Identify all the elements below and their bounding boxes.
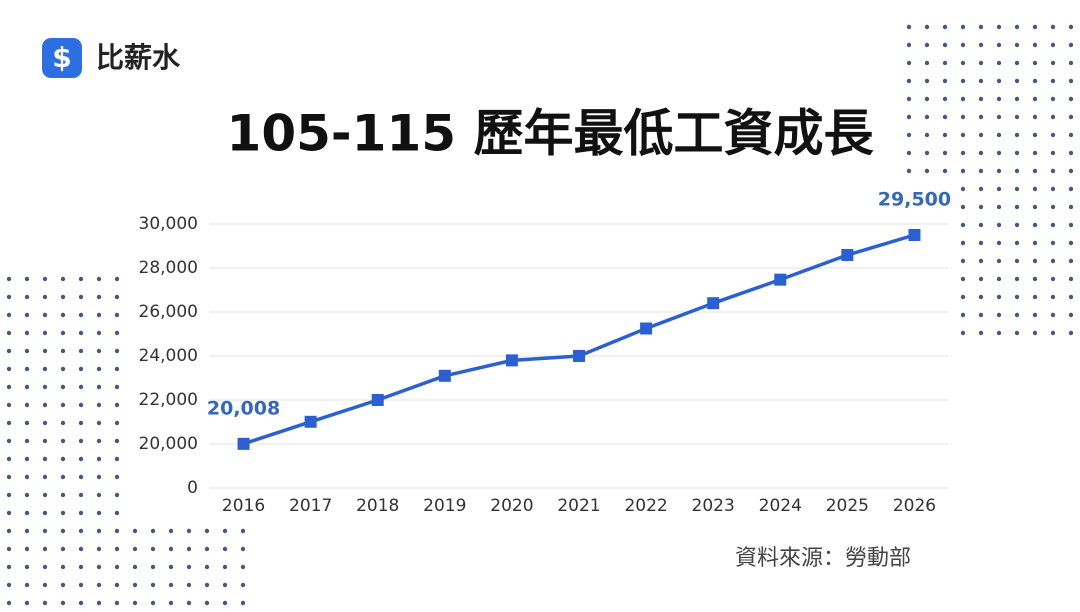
marker: [640, 322, 653, 335]
marker: [573, 350, 585, 362]
value-label: 29,500: [878, 189, 951, 211]
x-tick-label: 2017: [289, 496, 332, 516]
x-tick-label: 2018: [356, 496, 399, 516]
marker: [438, 369, 451, 382]
y-tick-label: 26,000: [139, 302, 198, 322]
marker: [908, 229, 921, 241]
marker: [841, 249, 854, 262]
x-tick-label: 2026: [893, 496, 936, 516]
chart-title: 105-115 歷年最低工資成長: [227, 105, 875, 163]
dot-decoration: [130, 520, 250, 608]
dot-decoration: [0, 268, 130, 608]
x-tick-label: 2025: [826, 496, 869, 516]
marker: [304, 415, 317, 428]
x-tick-label: 2020: [490, 496, 533, 516]
y-tick-label: 24,000: [139, 346, 198, 366]
y-tick-label: 20,000: [139, 434, 198, 454]
marker: [505, 354, 518, 367]
y-tick-label: 22,000: [139, 390, 198, 410]
value-label: 20,008: [207, 397, 280, 419]
marker: [707, 297, 720, 310]
x-tick-label: 2021: [557, 496, 600, 516]
logo-symbol: $: [52, 41, 71, 74]
x-tick-label: 2019: [423, 496, 466, 516]
source: 資料來源：勞動部: [735, 546, 911, 571]
marker: [774, 273, 787, 286]
logo-icon: [42, 38, 82, 78]
brand: 比薪水: [96, 41, 181, 74]
marker: [237, 437, 250, 450]
y-tick-label: 0: [187, 478, 198, 498]
x-tick-label: 2016: [222, 496, 265, 516]
y-tick-label: 28,000: [139, 258, 198, 278]
x-tick-label: 2024: [759, 496, 802, 516]
y-tick-label: 30,000: [139, 214, 198, 234]
marker: [371, 394, 384, 406]
x-tick-label: 2023: [692, 496, 735, 516]
x-tick-label: 2022: [624, 496, 667, 516]
